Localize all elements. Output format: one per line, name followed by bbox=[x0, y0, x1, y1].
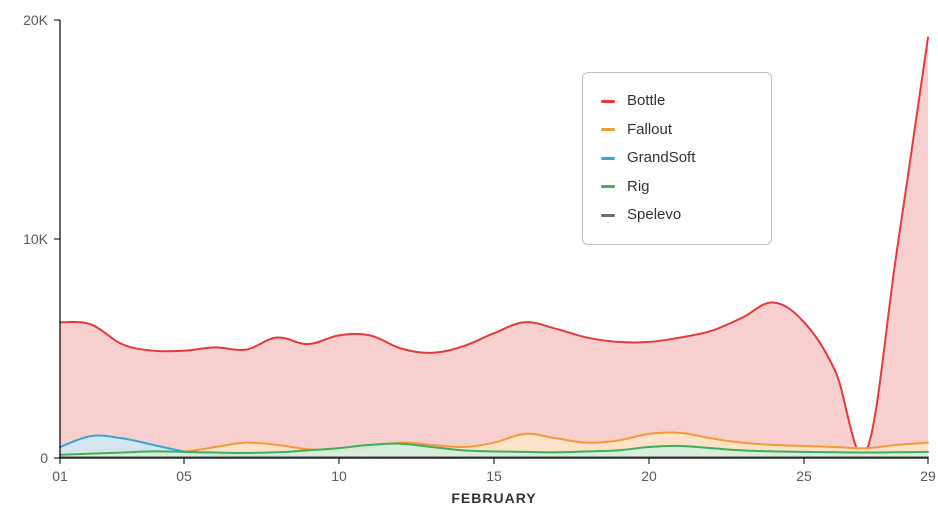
legend-swatch-icon bbox=[601, 157, 615, 160]
legend-item-bottle: Bottle bbox=[601, 87, 725, 116]
chart-plot bbox=[0, 0, 938, 521]
legend-label: Rig bbox=[627, 173, 650, 202]
legend-item-rig: Rig bbox=[601, 173, 725, 202]
legend-label: Fallout bbox=[627, 116, 672, 145]
legend-swatch-icon bbox=[601, 185, 615, 188]
x-tick-label: 29 bbox=[920, 468, 936, 484]
area-chart: 0 10K 20K 01 05 10 15 20 25 29 FEBRUARY BottleFa… bbox=[0, 0, 938, 521]
legend-label: GrandSoft bbox=[627, 144, 695, 173]
legend-swatch-icon bbox=[601, 128, 615, 131]
series-area-bottle bbox=[60, 38, 928, 458]
legend-item-fallout: Fallout bbox=[601, 116, 725, 145]
x-axis-title: FEBRUARY bbox=[451, 490, 536, 506]
y-tick-label: 10K bbox=[23, 231, 48, 247]
x-tick-label: 01 bbox=[52, 468, 68, 484]
y-tick-label: 0 bbox=[40, 450, 48, 466]
x-tick-label: 25 bbox=[796, 468, 812, 484]
legend-label: Spelevo bbox=[627, 201, 681, 230]
x-tick-label: 20 bbox=[641, 468, 657, 484]
x-tick-label: 15 bbox=[486, 468, 502, 484]
legend-swatch-icon bbox=[601, 100, 615, 103]
chart-legend: BottleFalloutGrandSoftRigSpelevo bbox=[582, 72, 772, 245]
legend-label: Bottle bbox=[627, 87, 665, 116]
legend-item-spelevo: Spelevo bbox=[601, 201, 725, 230]
y-tick-label: 20K bbox=[23, 12, 48, 28]
legend-item-grandsoft: GrandSoft bbox=[601, 144, 725, 173]
x-tick-label: 10 bbox=[331, 468, 347, 484]
x-tick-label: 05 bbox=[176, 468, 192, 484]
legend-swatch-icon bbox=[601, 214, 615, 217]
